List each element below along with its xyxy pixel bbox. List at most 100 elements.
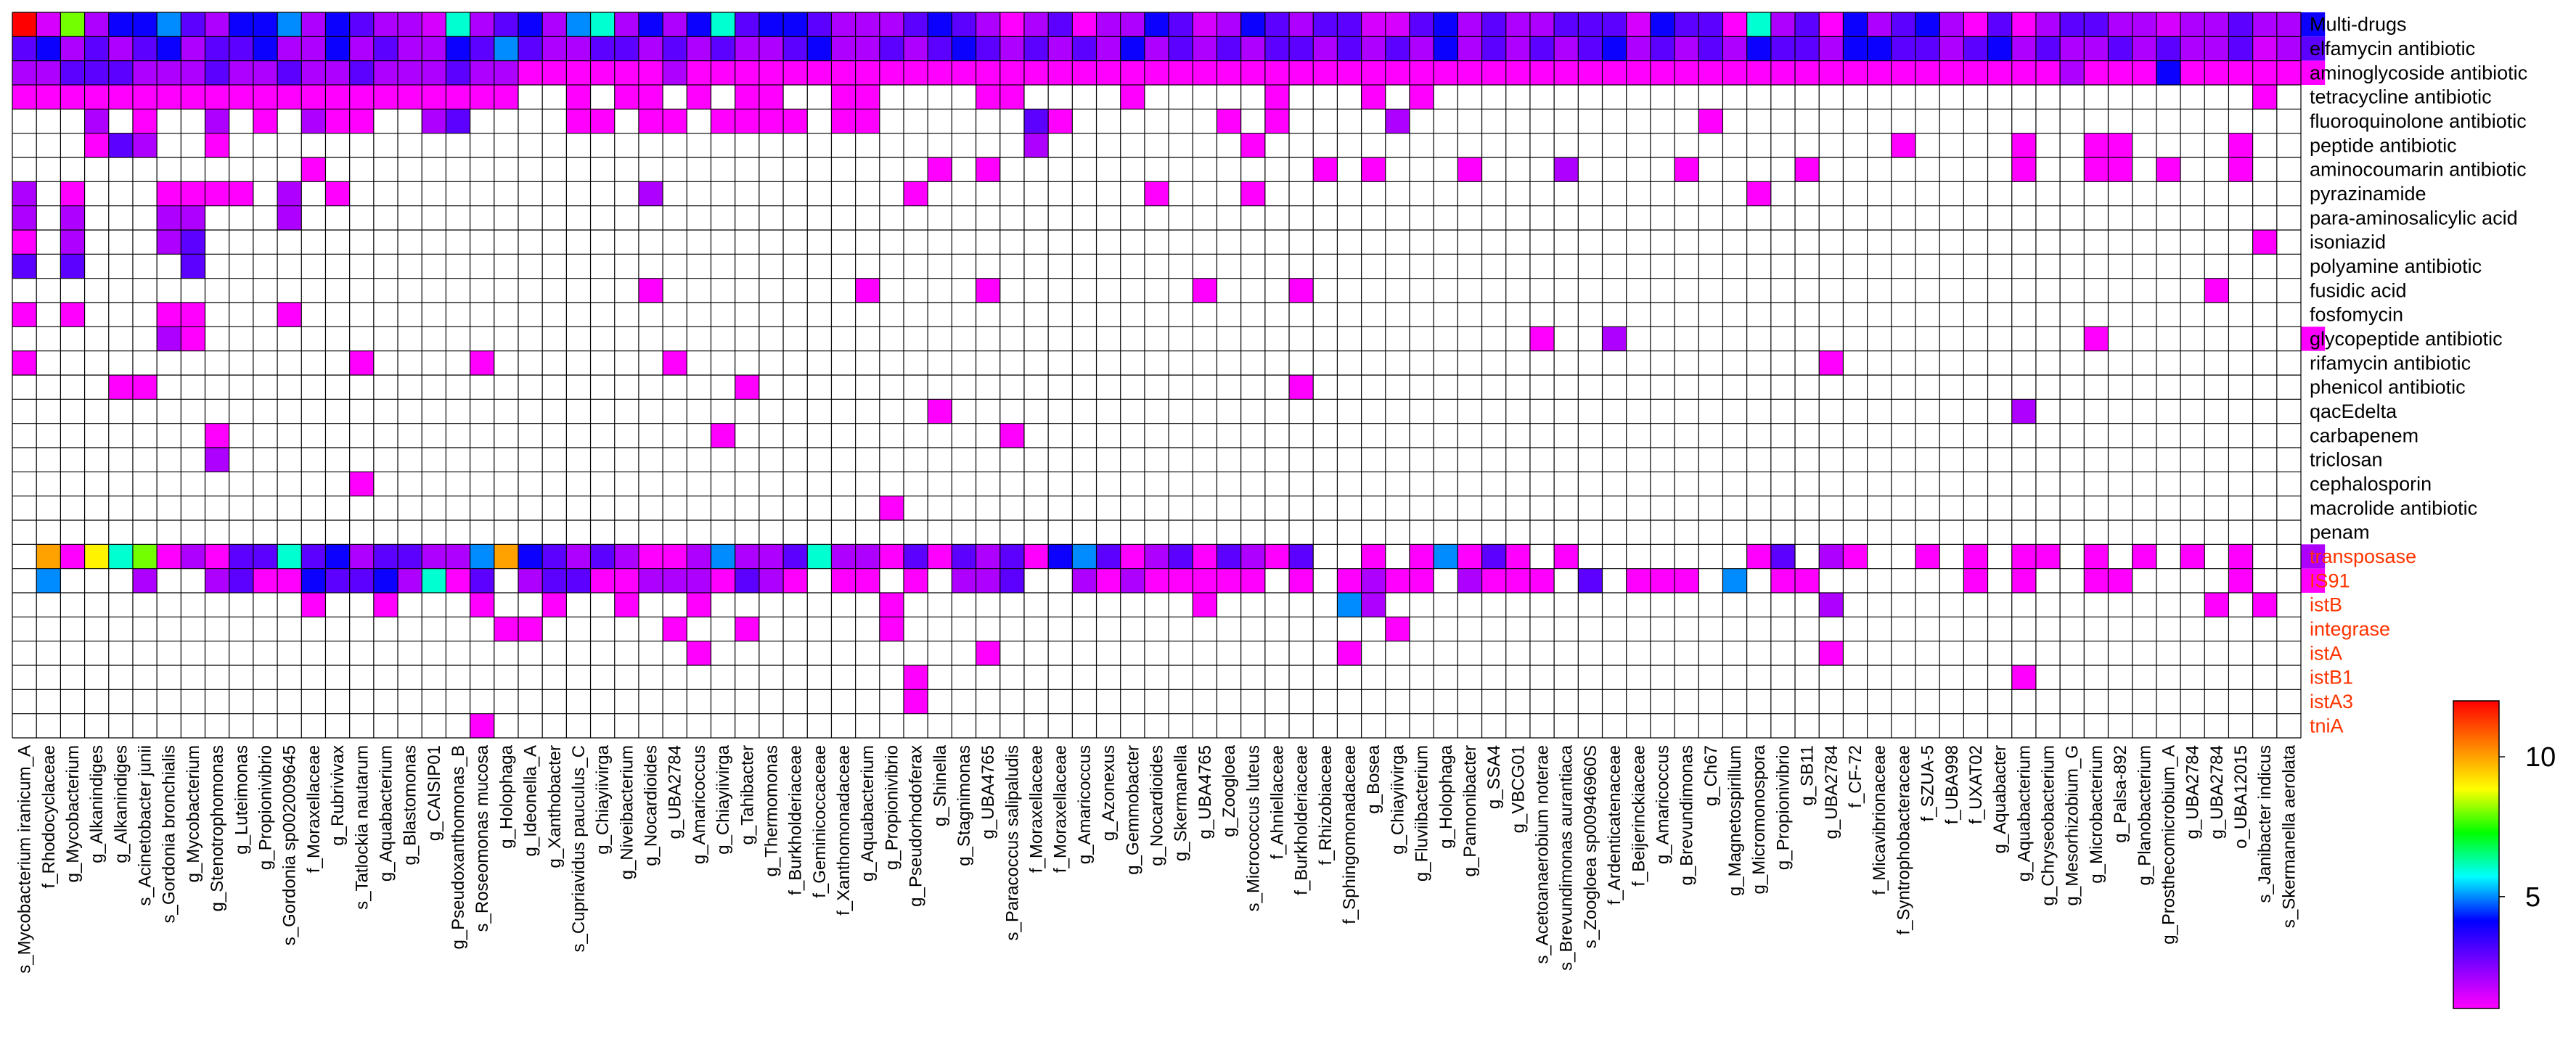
column-label: s_Skermanella aerolata bbox=[2279, 744, 2299, 928]
heatmap-cell bbox=[470, 593, 494, 617]
heatmap-cell bbox=[952, 544, 976, 569]
heatmap-cell bbox=[711, 423, 735, 448]
heatmap-cell bbox=[205, 133, 229, 157]
column-label: g_Zoogloea bbox=[1219, 744, 1239, 837]
column-label: s_Paracoccus salipaludis bbox=[1002, 745, 1022, 940]
heatmap-cell bbox=[446, 12, 470, 37]
heatmap-cell bbox=[494, 617, 518, 641]
heatmap-cell bbox=[1409, 12, 1434, 37]
heatmap-cell bbox=[1337, 568, 1362, 593]
heatmap-cells bbox=[12, 12, 2326, 738]
column-label: f_Syntrophobacteraceae bbox=[1894, 745, 1913, 935]
heatmap-cell bbox=[831, 60, 856, 85]
heatmap-cell bbox=[879, 12, 904, 37]
heatmap-cell bbox=[1963, 12, 1988, 37]
column-label: g_UBA4765 bbox=[978, 745, 998, 839]
row-label: istB1 bbox=[2310, 667, 2353, 689]
heatmap-cell bbox=[301, 60, 326, 85]
heatmap-cell bbox=[277, 12, 302, 37]
heatmap-cell bbox=[759, 12, 784, 37]
heatmap-cell bbox=[1843, 60, 1868, 85]
heatmap-cell bbox=[2252, 60, 2277, 85]
heatmap-cell bbox=[253, 60, 278, 85]
heatmap-cell bbox=[1072, 12, 1097, 37]
heatmap-cell bbox=[157, 12, 181, 37]
heatmap-cell bbox=[132, 568, 158, 593]
column-label: g_Planobacterium bbox=[2135, 745, 2154, 885]
heatmap-cell bbox=[349, 109, 374, 133]
heatmap-cell bbox=[2228, 568, 2253, 593]
heatmap-cell bbox=[1915, 544, 1940, 569]
heatmap-cell bbox=[566, 60, 591, 85]
heatmap-cell bbox=[205, 423, 229, 448]
heatmap-cell bbox=[373, 60, 398, 85]
heatmap-cell bbox=[301, 544, 326, 569]
heatmap-cell bbox=[663, 12, 687, 37]
heatmap-cell bbox=[1193, 60, 1217, 85]
heatmap-cell bbox=[566, 36, 591, 61]
heatmap-cell bbox=[687, 85, 711, 110]
heatmap-cell bbox=[1120, 12, 1145, 37]
heatmap-cell bbox=[711, 36, 735, 61]
heatmap-cell bbox=[1120, 36, 1145, 61]
heatmap-cell bbox=[349, 568, 374, 593]
heatmap-cell bbox=[1169, 60, 1193, 85]
heatmap-cell bbox=[2084, 12, 2109, 37]
heatmap-cell bbox=[976, 12, 1000, 37]
column-label: g_Pseudorhodoferax bbox=[907, 745, 926, 907]
heatmap-cell bbox=[1578, 36, 1603, 61]
heatmap-cell bbox=[542, 544, 567, 569]
heatmap-cell bbox=[2035, 60, 2061, 85]
heatmap-cell bbox=[1819, 544, 1844, 569]
column-label: g_Mycobacterium bbox=[184, 745, 203, 882]
heatmap-cell bbox=[1650, 60, 1675, 85]
column-label: g_Ch67 bbox=[1701, 745, 1721, 806]
heatmap-cell bbox=[1072, 60, 1097, 85]
column-label: g_Rubrivivax bbox=[328, 745, 348, 846]
heatmap-cell bbox=[132, 12, 158, 37]
heatmap-cell bbox=[422, 12, 446, 37]
heatmap-cell bbox=[566, 109, 591, 133]
heatmap-cell bbox=[1361, 85, 1386, 110]
heatmap-cell bbox=[1675, 157, 1699, 182]
heatmap-cell bbox=[928, 36, 952, 61]
heatmap-cell bbox=[349, 60, 374, 85]
heatmap-cell bbox=[1289, 544, 1314, 569]
heatmap-cell bbox=[663, 617, 687, 641]
heatmap-cell bbox=[2108, 12, 2133, 37]
heatmap-cell bbox=[1289, 36, 1314, 61]
heatmap-cell bbox=[2011, 36, 2036, 61]
heatmap-cell bbox=[1698, 109, 1723, 133]
column-label: g_Alkanindiges bbox=[87, 745, 107, 863]
heatmap-cell bbox=[470, 544, 494, 569]
heatmap-cell bbox=[735, 375, 759, 400]
column-label: g_Magnetospirillum bbox=[1725, 745, 1745, 896]
heatmap-cell bbox=[84, 109, 109, 133]
heatmap-cell bbox=[2180, 12, 2205, 37]
column-label: g_Microbacterium bbox=[2087, 745, 2106, 884]
column-label: s_Janibacter indicus bbox=[2255, 745, 2275, 903]
heatmap-cell bbox=[1434, 36, 1458, 61]
heatmap-cell bbox=[566, 544, 591, 569]
heatmap-cell bbox=[1096, 12, 1121, 37]
heatmap-cell bbox=[1120, 544, 1145, 569]
heatmap-cell bbox=[157, 544, 181, 569]
heatmap-cell bbox=[2035, 36, 2061, 61]
heatmap-cell bbox=[1385, 617, 1410, 641]
heatmap-cell bbox=[1337, 593, 1362, 617]
column-label: g_Pannonibacter bbox=[1460, 745, 1480, 876]
heatmap-cell bbox=[1120, 568, 1145, 593]
column-label: g_Brevundimonas bbox=[1677, 745, 1697, 885]
heatmap-cell bbox=[783, 60, 808, 85]
heatmap-cell bbox=[614, 85, 639, 110]
heatmap-cell bbox=[783, 36, 808, 61]
heatmap-cell bbox=[735, 617, 759, 641]
heatmap-cell bbox=[1313, 60, 1338, 85]
heatmap-cell bbox=[422, 544, 446, 569]
heatmap-cell bbox=[398, 544, 422, 569]
heatmap-cell bbox=[1457, 36, 1482, 61]
heatmap-cell bbox=[2180, 36, 2205, 61]
heatmap-cell bbox=[2011, 12, 2036, 37]
heatmap-cell bbox=[976, 85, 1000, 110]
heatmap-cell bbox=[1217, 60, 1241, 85]
